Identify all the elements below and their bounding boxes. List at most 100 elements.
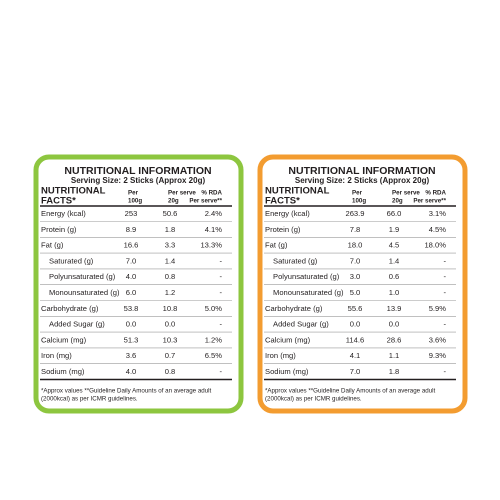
nutrient-value: 1.2 xyxy=(165,288,176,297)
nutrient-value: 5.9% xyxy=(429,304,447,313)
nutrient-name: Calcium (mg) xyxy=(265,335,311,344)
nutrient-value: 3.6 xyxy=(126,351,137,360)
column-heading: % RDA xyxy=(425,190,446,197)
nutrient-name: Energy (kcal) xyxy=(265,209,310,218)
column-heading: Per xyxy=(128,190,139,197)
nutrient-name: Sodium (mg) xyxy=(265,367,309,376)
column-heading: 20g xyxy=(392,198,403,205)
nutrient-value: - xyxy=(219,367,222,376)
nutrient-value: 7.0 xyxy=(126,256,137,265)
nutrient-value: 0.8 xyxy=(165,367,176,376)
nutrient-value: 6.0 xyxy=(126,288,137,297)
column-heading: Per serve xyxy=(168,190,196,197)
nutrient-name: Calcium (mg) xyxy=(41,335,87,344)
column-heading: Per serve xyxy=(392,190,420,197)
nutrient-value: 0.0 xyxy=(165,320,176,329)
nutrient-name: Added Sugar (g) xyxy=(49,320,105,329)
nutrient-value: 5.0 xyxy=(350,288,361,297)
nutrient-value: - xyxy=(443,272,446,281)
nutrient-value: 7.0 xyxy=(350,367,361,376)
column-heading: 100g xyxy=(352,198,366,205)
nutrient-value: 4.0 xyxy=(126,367,137,376)
column-heading: 20g xyxy=(168,198,179,205)
nutrient-value: 0.0 xyxy=(126,320,137,329)
nutrient-value: 114.6 xyxy=(346,335,364,344)
nutrient-value: 6.5% xyxy=(205,351,223,360)
nutrient-value: 18.0 xyxy=(348,241,363,250)
footnote: *Approx values **Guideline Daily Amounts… xyxy=(265,388,436,395)
nutrient-value: 53.8 xyxy=(124,304,139,313)
column-heading: % RDA xyxy=(201,190,222,197)
nutrient-value: 2.4% xyxy=(205,209,223,218)
footnote: *Approx values **Guideline Daily Amounts… xyxy=(41,388,212,395)
nutrient-name: Added Sugar (g) xyxy=(273,320,329,329)
nutrient-value: 10.8 xyxy=(163,304,178,313)
nutrient-value: 7.8 xyxy=(350,225,361,234)
nutrient-value: 9.3% xyxy=(429,351,447,360)
nutrient-value: 8.9 xyxy=(126,225,137,234)
nutrient-value: 1.4 xyxy=(165,256,176,265)
nutrient-name: Protein (g) xyxy=(265,225,301,234)
nutrient-value: 1.1 xyxy=(389,351,400,360)
panel-title: NUTRITIONAL INFORMATION xyxy=(64,165,211,177)
nutrient-value: - xyxy=(219,272,222,281)
column-heading: 100g xyxy=(128,198,142,205)
nutrient-value: - xyxy=(443,256,446,265)
column-heading: Per serve** xyxy=(189,198,222,205)
nutrient-value: 0.0 xyxy=(350,320,361,329)
footnote: (2000kcal) as per ICMR guidelines. xyxy=(265,396,362,403)
nutrient-value: 0.6 xyxy=(389,272,400,281)
facts-heading: FACTS* xyxy=(41,196,76,207)
panel-border xyxy=(257,154,468,414)
nutrient-value: 1.0 xyxy=(389,288,400,297)
nutrient-name: Iron (mg) xyxy=(41,351,72,360)
nutrient-value: 3.0 xyxy=(350,272,361,281)
nutrient-value: 1.8 xyxy=(389,367,400,376)
nutrient-value: - xyxy=(219,288,222,297)
nutrient-value: 28.6 xyxy=(387,335,402,344)
nutrient-name: Monounsaturated (g) xyxy=(273,288,344,297)
nutrient-value: 13.9 xyxy=(387,304,402,313)
serving-size: Serving Size: 2 Sticks (Approx 20g) xyxy=(71,176,206,185)
footnote: (2000kcal) as per ICMR guidelines. xyxy=(41,396,138,403)
nutrient-value: 10.3 xyxy=(163,335,178,344)
nutrient-value: 5.0% xyxy=(205,304,223,313)
nutrient-value: 4.1% xyxy=(205,225,223,234)
nutrient-value: 7.0 xyxy=(350,256,361,265)
nutrient-value: 18.0% xyxy=(424,241,446,250)
nutrient-name: Monounsaturated (g) xyxy=(49,288,120,297)
nutrient-value: 51.3 xyxy=(124,335,139,344)
nutrient-value: 263.9 xyxy=(345,209,364,218)
facts-heading: NUTRITIONAL xyxy=(41,186,106,197)
nutrient-value: 0.7 xyxy=(165,351,176,360)
nutrient-name: Polyunsaturated (g) xyxy=(49,272,116,281)
nutrient-name: Protein (g) xyxy=(41,225,77,234)
nutrient-name: Saturated (g) xyxy=(273,256,318,265)
nutrient-value: 4.5% xyxy=(429,225,447,234)
nutrient-value: 4.1 xyxy=(350,351,361,360)
nutrient-value: 3.6% xyxy=(429,335,447,344)
nutrient-value: - xyxy=(443,320,446,329)
nutrient-value: 3.1% xyxy=(429,209,447,218)
facts-heading: FACTS* xyxy=(265,196,300,207)
nutrient-name: Energy (kcal) xyxy=(41,209,86,218)
nutrient-name: Fat (g) xyxy=(265,241,288,250)
column-heading: Per serve** xyxy=(413,198,446,205)
nutrient-name: Polyunsaturated (g) xyxy=(273,272,340,281)
nutrient-value: - xyxy=(219,256,222,265)
nutrient-value: 16.6 xyxy=(124,241,139,250)
nutrient-value: 50.6 xyxy=(163,209,178,218)
facts-heading: NUTRITIONAL xyxy=(265,186,330,197)
nutrient-value: - xyxy=(219,320,222,329)
nutrient-value: 0.0 xyxy=(389,320,400,329)
nutrient-value: 1.8 xyxy=(165,225,176,234)
column-heading: Per xyxy=(352,190,363,197)
nutrient-value: 55.6 xyxy=(348,304,363,313)
nutrient-value: 1.2% xyxy=(205,335,223,344)
nutrient-value: 4.0 xyxy=(126,272,137,281)
nutrient-name: Carbohydrate (g) xyxy=(265,304,323,313)
nutrient-value: 1.4 xyxy=(389,256,400,265)
serving-size: Serving Size: 2 Sticks (Approx 20g) xyxy=(295,176,430,185)
nutrient-value: 13.3% xyxy=(200,241,222,250)
nutrient-value: 1.9 xyxy=(389,225,400,234)
